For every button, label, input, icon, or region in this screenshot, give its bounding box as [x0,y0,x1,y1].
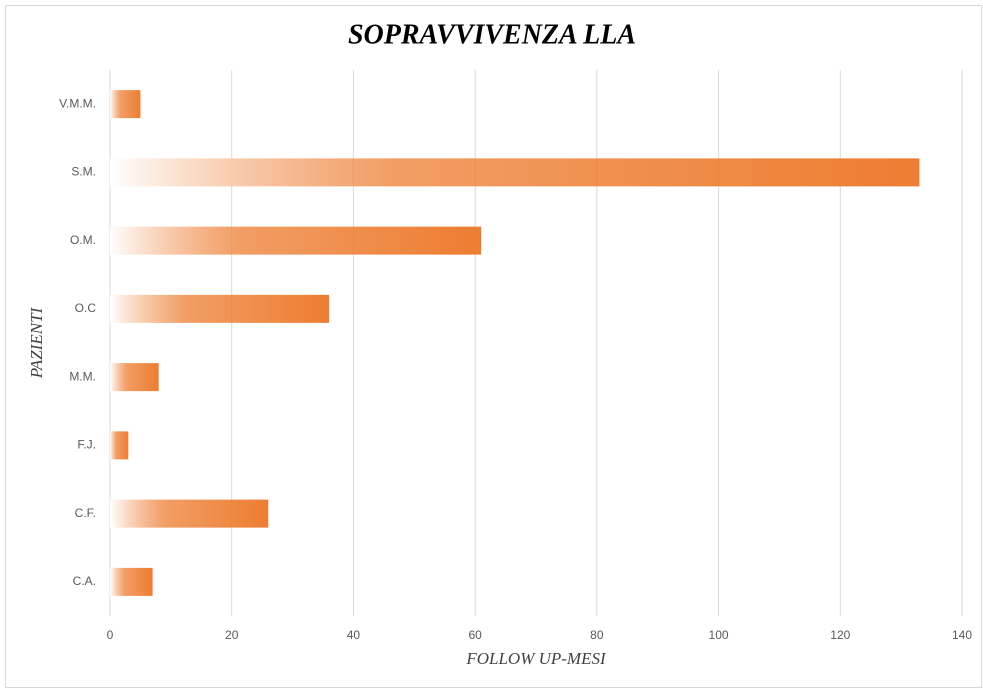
bar [110,363,159,392]
x-axis-label: FOLLOW UP-MESI [465,649,607,668]
bar [110,294,330,323]
y-tick-label: F.J. [77,438,96,452]
y-tick-label: O.M. [70,233,96,247]
y-tick-label: M.M. [69,369,96,383]
chart-title: SOPRAVVIVENZA LLA [348,19,636,50]
y-tick-label: V.M.M. [59,96,96,110]
x-tick-label: 80 [590,628,604,642]
y-tick-label: C.A. [73,574,96,588]
bar [110,499,269,528]
x-tick-label: 60 [468,628,482,642]
bar [110,567,153,596]
y-tick-label: S.M. [71,165,96,179]
x-tick-label: 120 [830,628,850,642]
x-tick-label: 140 [952,628,972,642]
bar [110,226,482,255]
x-tick-label: 20 [225,628,239,642]
bar [110,90,141,119]
bar [110,158,920,187]
x-tick-label: 100 [709,628,729,642]
y-tick-label: C.F. [75,506,96,520]
bar [110,431,129,460]
x-tick-label: 40 [347,628,361,642]
y-tick-label: O.C [75,301,97,315]
chart-border [5,5,982,688]
y-axis-label: PAZIENTI [27,306,46,379]
x-tick-label: 0 [107,628,114,642]
